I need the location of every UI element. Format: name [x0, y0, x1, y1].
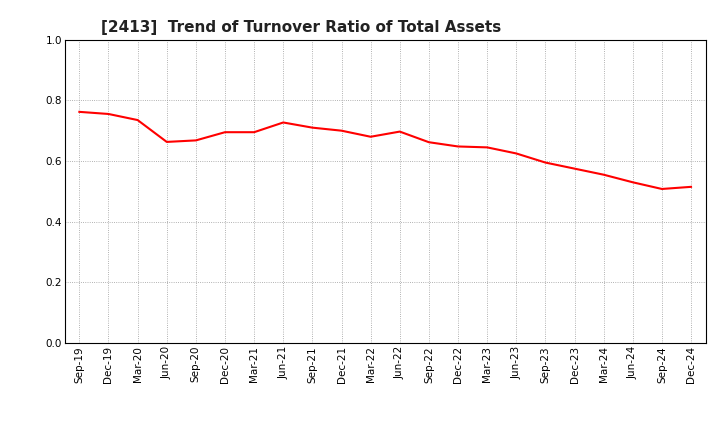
Text: [2413]  Trend of Turnover Ratio of Total Assets: [2413] Trend of Turnover Ratio of Total …: [101, 20, 501, 35]
